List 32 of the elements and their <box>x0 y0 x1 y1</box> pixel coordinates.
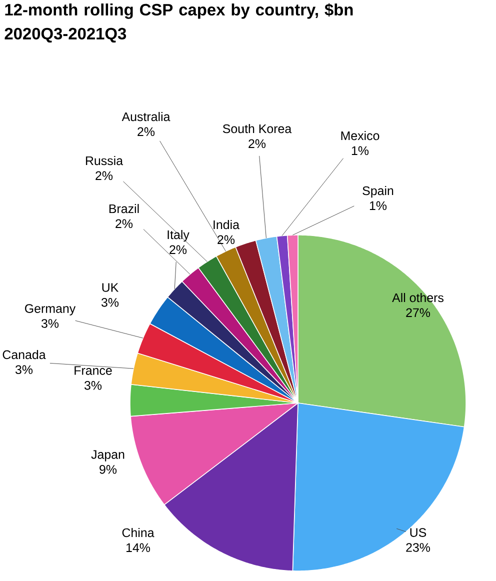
data-label: 1% <box>352 146 369 156</box>
data-label: 23% <box>406 543 430 552</box>
data-label: 3% <box>101 298 119 307</box>
slice-label: Mexico <box>341 130 380 140</box>
slice-label: Japan <box>91 450 124 462</box>
data-label: 2% <box>170 245 187 254</box>
data-label: 27% <box>406 308 430 318</box>
slice-label: US <box>410 528 426 537</box>
slice-label: India <box>214 220 240 230</box>
slice-label: Australia <box>122 112 170 122</box>
data-label: 1% <box>370 201 387 210</box>
data-label: 3% <box>84 381 102 390</box>
slice-label: Brazil <box>109 204 139 214</box>
data-label: 2% <box>248 139 266 148</box>
slice-label: France <box>74 366 112 375</box>
slice-label: Spain <box>362 186 394 198</box>
data-label: 14% <box>126 543 150 552</box>
data-label: 9% <box>100 465 117 474</box>
data-label: 2% <box>116 219 133 228</box>
slice-label: Russia <box>86 156 124 166</box>
slice-label: Canada <box>2 350 46 360</box>
slice-label: China <box>122 528 154 538</box>
data-label: 3% <box>15 365 33 374</box>
data-label: 2% <box>96 171 113 180</box>
slice-label: Italy <box>168 230 190 242</box>
chart-title: 12-month rolling CSP capex by country, $bn 2020Q3-2021Q3 <box>4 3 353 43</box>
data-label: 2% <box>138 127 155 136</box>
data-label: 3% <box>41 319 59 328</box>
slice-label: Germany <box>25 304 76 316</box>
slice-label: South Korea <box>222 124 292 134</box>
data-label: 2% <box>218 235 235 244</box>
slice-label: UK <box>102 283 119 292</box>
